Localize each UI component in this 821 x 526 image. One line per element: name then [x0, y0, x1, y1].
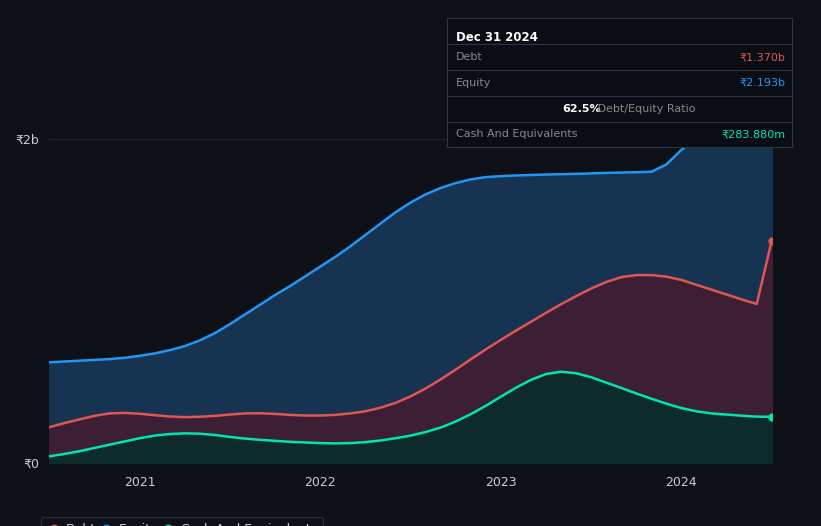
- Text: Debt/Equity Ratio: Debt/Equity Ratio: [594, 104, 695, 114]
- Text: Equity: Equity: [456, 78, 491, 88]
- Text: Debt: Debt: [456, 52, 483, 62]
- Legend: Debt, Equity, Cash And Equivalents: Debt, Equity, Cash And Equivalents: [41, 517, 323, 526]
- Text: 62.5%: 62.5%: [562, 104, 601, 114]
- Text: Dec 31 2024: Dec 31 2024: [456, 31, 538, 44]
- Text: Cash And Equivalents: Cash And Equivalents: [456, 129, 577, 139]
- Text: ₹1.370b: ₹1.370b: [740, 52, 786, 62]
- Text: ₹2.193b: ₹2.193b: [740, 78, 786, 88]
- Text: ₹283.880m: ₹283.880m: [722, 129, 786, 139]
